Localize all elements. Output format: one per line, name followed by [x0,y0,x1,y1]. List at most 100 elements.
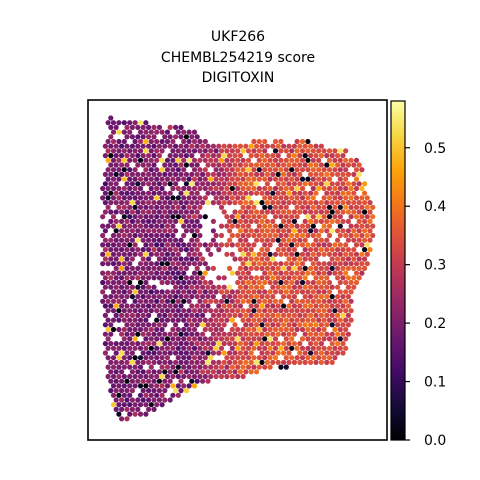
data-spot [359,204,365,210]
data-spot [143,373,149,380]
data-spot [337,251,343,257]
data-spot [283,232,289,239]
data-spot [218,373,225,380]
data-spot [235,289,241,295]
data-spot [324,190,330,196]
data-spot [132,120,138,126]
data-spot [110,185,117,192]
data-spot [200,153,206,159]
data-spot [243,341,249,347]
data-spot [108,256,114,262]
data-spot [119,388,125,394]
data-spot [359,185,365,192]
data-spot [254,256,260,262]
data-spot [127,373,133,380]
data-spot [140,378,146,384]
data-spot [259,265,265,271]
data-spot [135,303,141,309]
data-spot [129,275,135,281]
data-spot [119,200,125,206]
data-spot [310,308,316,314]
data-spot [245,326,252,333]
data-spot [240,308,246,314]
data-spot [186,204,192,210]
data-spot [164,289,171,295]
data-spot [119,162,125,168]
data-spot [210,312,216,318]
data-spot [143,411,149,417]
data-spot [340,171,346,177]
data-spot [197,185,203,192]
data-spot [140,247,146,253]
data-spot [191,242,198,248]
data-spot [129,134,135,140]
data-spot [167,209,173,215]
data-spot [216,181,222,187]
data-spot [197,157,203,163]
data-spot [124,256,130,262]
data-spot [143,148,149,154]
data-spot [343,279,349,286]
data-spot [119,218,125,224]
data-spot [143,223,149,229]
data-spot [251,148,257,154]
data-spot [175,148,181,154]
data-spot [151,171,157,177]
data-spot [132,138,138,145]
data-spot [235,214,241,220]
data-spot [345,303,351,309]
data-spot [178,350,184,356]
data-spot [291,322,297,328]
data-spot [278,317,284,323]
data-spot [264,171,270,177]
data-spot [116,157,122,163]
data-spot [243,218,249,224]
data-spot [335,312,341,318]
data-spot [316,355,322,361]
data-spot [154,242,160,248]
data-spot [343,204,349,210]
data-spot [329,190,335,196]
data-spot [162,200,168,206]
data-spot [175,270,181,276]
data-spot [116,355,122,361]
title-line-3: DIGITOXIN [202,70,275,86]
data-spot [291,359,297,365]
data-spot [116,232,122,239]
data-spot [127,204,133,210]
data-spot [108,162,114,168]
data-spot [254,275,260,281]
data-spot [164,138,171,145]
data-spot [181,261,187,267]
data-spot [351,284,357,290]
data-spot [170,336,176,342]
data-spot [245,270,252,276]
data-spot [335,181,341,187]
data-spot [335,331,341,337]
data-spot [227,294,233,300]
data-spot [359,214,365,220]
data-spot [262,232,268,239]
data-spot [310,242,316,248]
data-spot [251,261,257,267]
data-spot [299,345,306,351]
data-spot [113,265,119,271]
data-spot [340,275,346,281]
data-spot [302,247,308,253]
data-spot [186,364,192,370]
data-spot [119,312,125,318]
data-spot [245,308,252,314]
data-spot [318,171,324,177]
data-spot [170,251,176,257]
data-spot [135,200,141,206]
data-spot [143,120,149,126]
data-spot [224,298,230,304]
data-spot [248,247,254,253]
data-spot [272,251,279,257]
data-spot [275,143,281,149]
data-spot [348,204,354,210]
data-spot [181,298,187,304]
data-spot [335,200,341,206]
data-spot [148,364,154,370]
data-spot [245,185,252,192]
